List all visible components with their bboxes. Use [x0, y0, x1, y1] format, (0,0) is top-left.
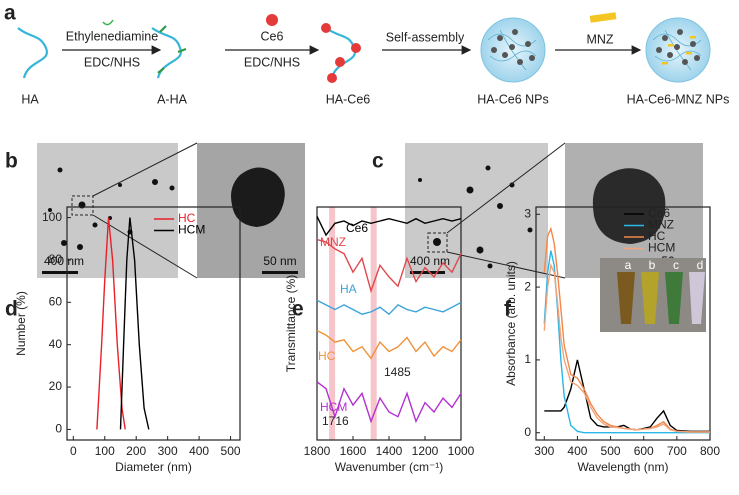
series-line	[543, 226, 710, 433]
legend-label: Ce6	[648, 206, 670, 220]
x-tick-label: 1400	[376, 444, 403, 458]
product: HA-Ce6 NPs	[477, 92, 549, 106]
y-axis-label: Absorbance (arb. units)	[504, 261, 518, 386]
x-tick-label: 1200	[412, 444, 439, 458]
plot-frame	[66, 206, 241, 441]
y-tick-label: 100	[42, 210, 62, 224]
reagent: Self-assembly	[386, 30, 465, 44]
inset-label: a	[625, 258, 632, 272]
y-tick-label: 80	[49, 252, 63, 266]
series-line	[316, 381, 462, 424]
series-label: HC	[318, 349, 336, 363]
highlight-band	[370, 207, 377, 440]
x-axis-label: Diameter (nm)	[115, 460, 192, 474]
x-tick-label: 300	[534, 444, 554, 458]
x-tick-label: 400	[189, 444, 209, 458]
inset-label: d	[697, 258, 704, 272]
legend-label: HC	[648, 229, 666, 243]
y-tick-label: 3	[524, 206, 531, 220]
y-tick-label: 0	[55, 422, 62, 436]
series-line	[316, 329, 462, 360]
scale-label: 400 nm	[44, 254, 84, 268]
x-tick-label: 600	[634, 444, 654, 458]
panel-label: c	[372, 150, 384, 173]
product: A-HA	[157, 92, 188, 106]
panel-label: d	[5, 298, 18, 321]
reagent: Ethylenediamine	[66, 29, 158, 43]
panel-label: b	[5, 150, 18, 173]
x-axis-label: Wavenumber (cm⁻¹)	[335, 460, 444, 474]
y-axis-label: Number (%)	[14, 291, 28, 356]
x-tick-label: 700	[667, 444, 687, 458]
reagent: Ce6	[261, 29, 284, 43]
inset-photo	[600, 258, 706, 332]
scale-label: 400 nm	[410, 254, 450, 268]
x-tick-label: 400	[567, 444, 587, 458]
y-tick-label: 20	[49, 379, 63, 393]
panel-label: a	[4, 2, 16, 25]
annotation: 1485	[384, 365, 411, 379]
condition: EDC/NHS	[84, 55, 140, 69]
scale-label: 50 nm	[263, 254, 296, 268]
highlight-band	[329, 207, 336, 440]
y-tick-label: 2	[524, 279, 531, 293]
inset-label: c	[673, 258, 679, 272]
scheme-dots	[266, 14, 700, 83]
x-tick-label: 1000	[448, 444, 475, 458]
x-tick-label: 300	[158, 444, 178, 458]
series-label: MNZ	[320, 235, 346, 249]
reagent: MNZ	[586, 32, 613, 46]
x-tick-label: 0	[70, 444, 77, 458]
series-label: HA	[340, 282, 357, 296]
series-label: HCM	[320, 400, 347, 414]
y-tick-label: 40	[49, 337, 63, 351]
panel-label: e	[292, 298, 304, 321]
product: HA	[21, 92, 39, 106]
x-tick-label: 500	[601, 444, 621, 458]
plot-frame	[535, 206, 711, 441]
y-tick-label: 0	[524, 425, 531, 439]
x-tick-label: 1800	[304, 444, 331, 458]
x-tick-label: 200	[126, 444, 146, 458]
scheme	[17, 12, 711, 83]
series-label: Ce6	[346, 221, 368, 235]
inset-label: b	[649, 258, 656, 272]
x-tick-label: 800	[700, 444, 720, 458]
series-line	[119, 217, 150, 430]
x-tick-label: 1600	[340, 444, 367, 458]
series-line	[543, 262, 710, 433]
annotation: 1716	[322, 414, 349, 428]
legend-label: HC	[178, 211, 196, 225]
legend-label: MNZ	[648, 218, 674, 232]
y-tick-label: 60	[49, 294, 63, 308]
series-line	[543, 250, 710, 434]
series-line	[316, 299, 462, 316]
y-axis-label: Transmittance (%)	[284, 275, 298, 373]
product: HA-Ce6	[326, 92, 371, 106]
legend-label: HCM	[178, 223, 205, 237]
x-tick-label: 100	[95, 444, 115, 458]
product: HA-Ce6-MNZ NPs	[627, 92, 730, 106]
legend-label: HCM	[648, 241, 675, 255]
series-line	[544, 359, 710, 432]
tem-image	[37, 142, 703, 279]
y-tick-label: 1	[524, 352, 531, 366]
panel-label: f	[504, 298, 512, 321]
x-axis-label: Wavelength (nm)	[578, 460, 669, 474]
series-line	[316, 238, 462, 294]
series-line	[316, 215, 462, 237]
x-tick-label: 500	[221, 444, 241, 458]
condition: EDC/NHS	[244, 55, 300, 69]
